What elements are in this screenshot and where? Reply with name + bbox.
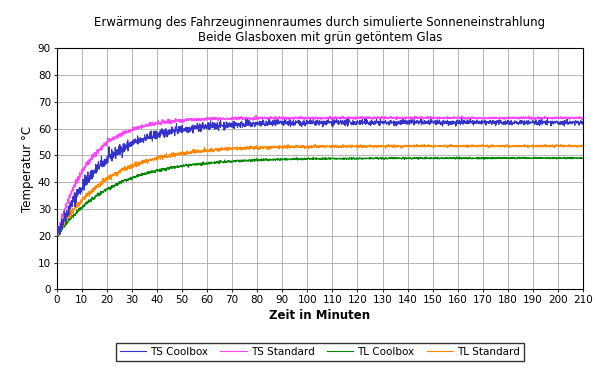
TS Coolbox	[53, 234, 60, 238]
TL Coolbox	[146, 170, 153, 175]
TL Coolbox	[53, 234, 60, 239]
TL Standard	[53, 236, 60, 240]
TL Standard	[536, 144, 543, 148]
X-axis label: Zeit in Minuten: Zeit in Minuten	[270, 309, 370, 322]
TS Standard	[580, 115, 587, 120]
Line: TL Coolbox: TL Coolbox	[57, 157, 583, 237]
TL Coolbox	[453, 155, 461, 159]
Title: Erwärmung des Fahrzeuginnenraumes durch simulierte Sonneneinstrahlung
Beide Glas: Erwärmung des Fahrzeuginnenraumes durch …	[94, 16, 546, 44]
TS Standard	[252, 113, 259, 118]
TL Standard	[53, 234, 60, 238]
TS Coolbox	[146, 135, 153, 139]
TL Coolbox	[536, 155, 543, 160]
TL Standard	[146, 158, 153, 163]
TL Standard	[146, 157, 153, 162]
TS Standard	[146, 123, 153, 127]
TS Coolbox	[458, 116, 465, 121]
TS Coolbox	[528, 121, 535, 125]
TS Standard	[53, 234, 60, 238]
TL Coolbox	[53, 234, 60, 238]
TS Coolbox	[536, 120, 543, 124]
Line: TS Coolbox: TS Coolbox	[57, 118, 583, 236]
TL Standard	[541, 142, 549, 147]
TL Standard	[355, 145, 362, 150]
TS Standard	[528, 115, 535, 120]
TS Standard	[355, 115, 362, 120]
TS Coolbox	[475, 119, 483, 123]
TL Standard	[580, 144, 587, 148]
TL Coolbox	[476, 156, 483, 161]
Line: TS Standard: TS Standard	[57, 115, 583, 237]
TS Standard	[476, 115, 483, 120]
TS Standard	[146, 120, 153, 124]
TL Coolbox	[528, 156, 535, 161]
TL Coolbox	[146, 170, 153, 175]
Legend: TS Coolbox, TS Standard, TL Coolbox, TL Standard: TS Coolbox, TS Standard, TL Coolbox, TL …	[115, 343, 524, 361]
TL Standard	[528, 144, 535, 148]
TS Coolbox	[355, 120, 362, 125]
TS Standard	[536, 116, 543, 121]
TL Coolbox	[580, 156, 587, 161]
TS Standard	[53, 234, 60, 239]
Y-axis label: Temperatur °C: Temperatur °C	[21, 126, 34, 212]
TL Coolbox	[355, 156, 362, 161]
TL Standard	[475, 144, 483, 149]
TS Coolbox	[580, 119, 587, 124]
Line: TL Standard: TL Standard	[57, 144, 583, 238]
TS Coolbox	[145, 135, 152, 139]
